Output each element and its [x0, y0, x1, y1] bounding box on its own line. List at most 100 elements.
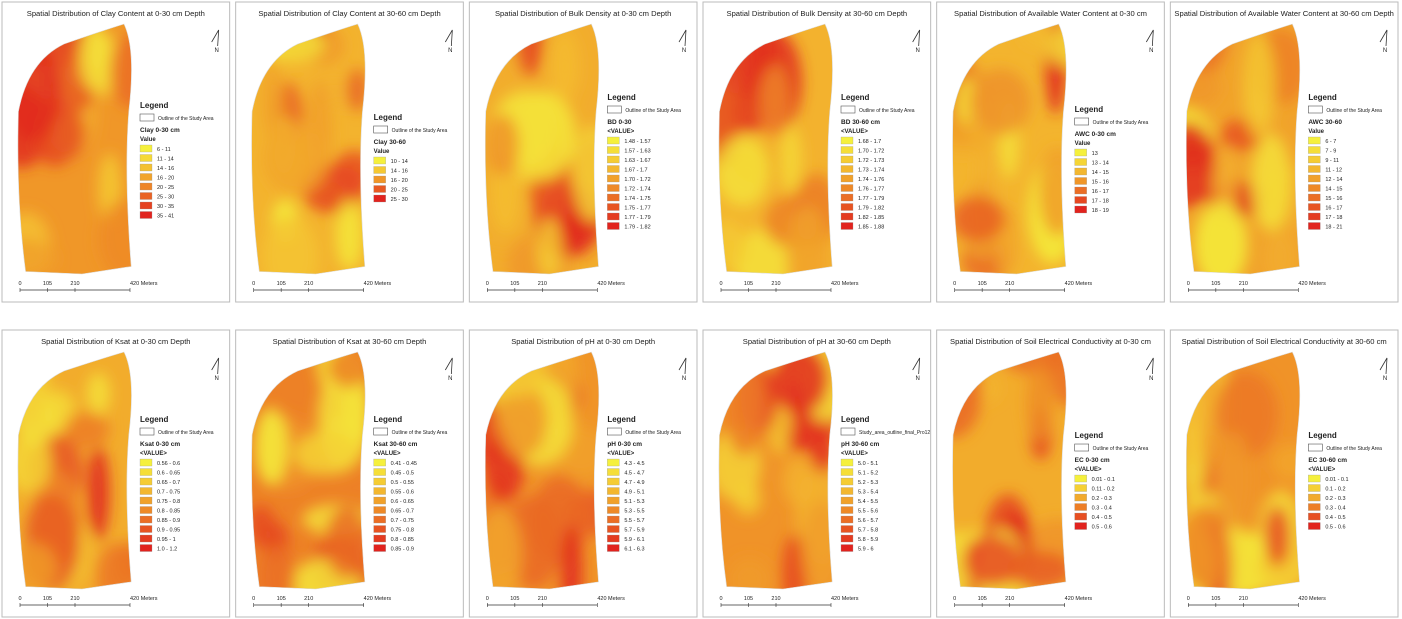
legend-heading: Legend	[1075, 431, 1104, 440]
panel-title: Spatial Distribution of Available Water …	[1174, 9, 1394, 18]
legend-swatch	[374, 157, 386, 164]
map-panel: Spatial Distribution of Clay Content at …	[236, 0, 464, 302]
panel-title: Spatial Distribution of pH at 30-60 cm D…	[743, 337, 891, 346]
legend-swatch	[841, 175, 853, 182]
legend-swatch	[1308, 223, 1320, 230]
scale-label: 210	[538, 281, 547, 287]
scale-label: 420 Meters	[1298, 596, 1326, 602]
value-header: <VALUE>	[841, 129, 868, 135]
outline-swatch	[841, 106, 855, 113]
layer-name: BD 30-60 cm	[841, 119, 880, 126]
legend-class: 6.1 - 6.3	[624, 547, 644, 553]
surface-zone	[64, 412, 110, 448]
legend-swatch	[374, 167, 386, 174]
legend-swatch	[1308, 194, 1320, 201]
surface-zone	[537, 218, 562, 280]
legend-swatch	[374, 516, 386, 523]
legend-swatch	[1075, 168, 1087, 175]
legend-class: 14 - 15	[1092, 170, 1109, 176]
north-label: N	[214, 48, 218, 54]
legend-swatch	[140, 155, 152, 162]
legend-heading: Legend	[841, 415, 870, 424]
outline-label: Outline of the Study Area	[1093, 120, 1149, 126]
legend-class: 1.73 - 1.74	[858, 168, 884, 174]
legend-swatch	[374, 535, 386, 542]
legend-class: 1.72 - 1.73	[858, 158, 884, 164]
legend-swatch	[841, 526, 853, 533]
surface-zone	[87, 372, 111, 415]
legend-swatch	[1075, 475, 1087, 482]
layer-name: AWC 30-60	[1308, 119, 1342, 126]
outline-swatch	[1308, 106, 1322, 113]
outline-swatch	[374, 428, 388, 435]
legend-swatch	[1308, 137, 1320, 144]
layer-name: Clay 30-60	[374, 139, 407, 146]
outline-label: Outline of the Study Area	[392, 128, 448, 134]
scale-label: 420 Meters	[364, 281, 392, 287]
legend-swatch	[841, 516, 853, 523]
scale-label: 210	[1005, 596, 1014, 602]
scale-label: 420 Meters	[831, 281, 859, 287]
surface-zone	[1160, 122, 1215, 207]
legend-class: 6 - 7	[1325, 139, 1336, 145]
map-panel: Spatial Distribution of Ksat at 0-30 cm …	[0, 330, 230, 617]
scale-label: 105	[43, 281, 52, 287]
legend-class: 16 - 20	[157, 176, 174, 182]
legend-swatch	[374, 488, 386, 495]
layer-name: Ksat 0-30 cm	[140, 441, 180, 448]
legend-swatch	[1075, 504, 1087, 511]
legend-class: 25 - 30	[391, 197, 408, 203]
legend-class: 0.3 - 0.4	[1092, 506, 1112, 512]
scale-label: 105	[978, 281, 987, 287]
legend-class: 0.01 - 0.1	[1325, 477, 1348, 483]
map-panel: Spatial Distribution of Soil Electrical …	[923, 304, 1164, 619]
legend-swatch	[607, 535, 619, 542]
legend-class: 0.8 - 0.85	[391, 537, 414, 543]
legend-heading: Legend	[1075, 105, 1104, 114]
scale-label: 105	[978, 596, 987, 602]
legend-class: 1.68 - 1.7	[858, 139, 881, 145]
map-panel: Spatial Distribution of Bulk Density at …	[699, 2, 931, 305]
legend-class: 4.7 - 4.9	[624, 480, 644, 486]
north-label: N	[448, 376, 452, 382]
north-label: N	[682, 376, 686, 382]
legend-swatch	[1308, 485, 1320, 492]
legend-swatch	[140, 545, 152, 552]
legend-class: 4.5 - 4.7	[624, 471, 644, 477]
legend-class: 5.4 - 5.5	[858, 499, 878, 505]
legend-swatch	[841, 213, 853, 220]
scale-label: 0	[1187, 596, 1190, 602]
legend-class: 1.79 - 1.82	[624, 225, 650, 231]
legend-class: 0.3 - 0.4	[1325, 506, 1345, 512]
scale-label: 105	[277, 281, 286, 287]
surface-zone	[1264, 506, 1291, 567]
legend-swatch	[140, 145, 152, 152]
surface-zone	[294, 432, 360, 475]
value-header: <VALUE>	[374, 451, 401, 457]
north-label: N	[1149, 48, 1153, 54]
legend-class: 15 - 16	[1325, 196, 1342, 202]
legend-swatch	[841, 166, 853, 173]
scale-label: 0	[252, 281, 255, 287]
legend-swatch	[140, 459, 152, 466]
legend-swatch	[607, 469, 619, 476]
surface-zone	[1243, 33, 1275, 139]
legend-class: 5.1 - 5.3	[624, 499, 644, 505]
legend-swatch	[841, 478, 853, 485]
legend-class: 20 - 25	[157, 185, 174, 191]
legend-swatch	[841, 185, 853, 192]
scale-label: 420 Meters	[597, 596, 625, 602]
legend-class: 5.7 - 5.8	[858, 528, 878, 534]
legend-swatch	[841, 137, 853, 144]
outline-swatch	[607, 428, 621, 435]
legend-swatch	[1308, 523, 1320, 530]
north-label: N	[915, 376, 919, 382]
legend-class: 15 - 16	[1092, 180, 1109, 186]
outline-swatch	[374, 126, 388, 133]
map-panel: Spatial Distribution of Clay Content at …	[0, 2, 230, 302]
legend-swatch	[607, 507, 619, 514]
legend-swatch	[841, 204, 853, 211]
legend-class: 7 - 9	[1325, 149, 1336, 155]
legend-class: 5.2 - 5.3	[858, 480, 878, 486]
scale-label: 420 Meters	[1065, 596, 1093, 602]
